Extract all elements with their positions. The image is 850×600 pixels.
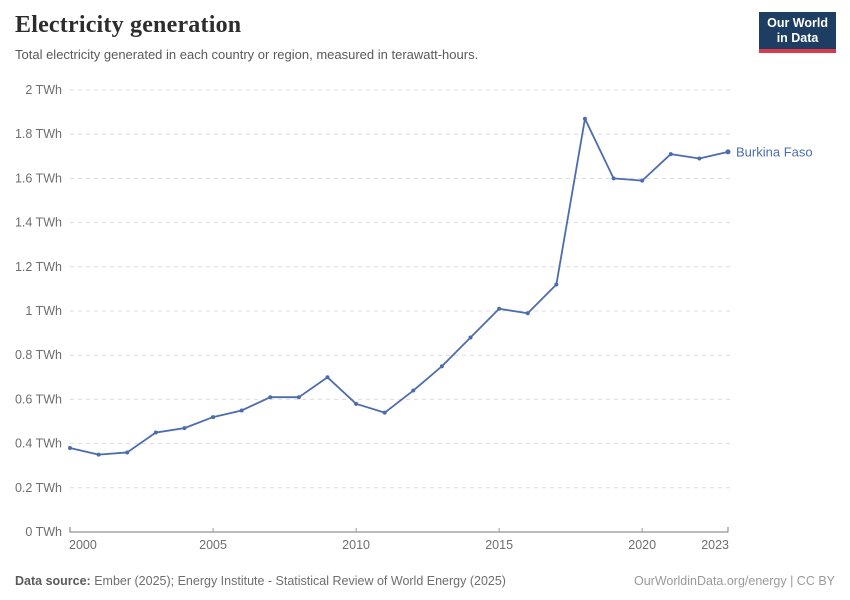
data-point — [153, 430, 158, 435]
data-point — [697, 156, 702, 161]
data-point — [582, 116, 587, 121]
y-axis-tick-label: 0.8 TWh — [15, 348, 62, 362]
y-axis-tick-label: 1 TWh — [25, 304, 62, 318]
logo-line-2: in Data — [776, 31, 819, 45]
chart-header: Electricity generation Total electricity… — [15, 12, 836, 62]
chart-subtitle: Total electricity generated in each coun… — [15, 47, 479, 62]
y-axis-tick-label: 2 TWh — [25, 83, 62, 97]
y-axis-tick-label: 0.2 TWh — [15, 481, 62, 495]
data-point — [125, 450, 130, 455]
data-point — [296, 395, 301, 400]
data-point — [354, 401, 359, 406]
data-point — [382, 410, 387, 415]
data-point — [497, 306, 502, 311]
x-axis-tick-label: 2000 — [69, 538, 97, 552]
data-point — [268, 395, 273, 400]
y-axis-tick-label: 0.6 TWh — [15, 392, 62, 406]
data-point — [468, 335, 473, 340]
page-title: Electricity generation — [15, 12, 242, 38]
y-axis-tick-label: 0.4 TWh — [15, 437, 62, 451]
data-point — [411, 388, 416, 393]
data-point — [668, 152, 673, 157]
data-point — [68, 446, 72, 451]
series-line — [69, 117, 729, 456]
data-point — [211, 415, 216, 420]
data-point — [325, 375, 330, 380]
series-label[interactable]: Burkina Faso — [736, 144, 813, 159]
y-axis-tick-label: 0 TWh — [25, 525, 62, 539]
data-point — [182, 426, 187, 431]
x-axis-tick-label: 2023 — [701, 538, 729, 552]
y-axis-tick-label: 1.2 TWh — [15, 260, 62, 274]
data-point — [725, 149, 731, 155]
x-axis-tick-label: 2010 — [342, 538, 370, 552]
owid-logo[interactable]: Our World in Data — [759, 12, 836, 53]
data-point — [239, 408, 244, 413]
data-point — [525, 311, 530, 316]
header-titles: Electricity generation Total electricity… — [15, 12, 478, 62]
logo-line-1: Our World — [767, 16, 828, 30]
data-point — [554, 282, 559, 287]
data-source-text: Ember (2025); Energy Institute - Statist… — [94, 574, 506, 588]
chart-footer: Data source: Ember (2025); Energy Instit… — [15, 574, 835, 588]
y-axis-tick-label: 1.8 TWh — [15, 127, 62, 141]
data-point — [611, 176, 616, 181]
x-axis-tick-label: 2020 — [628, 538, 656, 552]
y-axis-tick-label: 1.6 TWh — [15, 171, 62, 185]
data-point — [640, 178, 645, 183]
data-point — [439, 364, 444, 369]
x-axis-line — [69, 527, 729, 533]
data-source-label: Data source: — [15, 574, 91, 588]
y-axis-tick-label: 1.4 TWh — [15, 216, 62, 230]
owid-attribution-link[interactable]: OurWorldinData.org/energy | CC BY — [633, 574, 835, 588]
data-source-note: Data source: Ember (2025); Energy Instit… — [15, 574, 506, 588]
x-axis-tick-label: 2005 — [199, 538, 227, 552]
x-axis-tick-label: 2015 — [485, 538, 513, 552]
data-point — [96, 452, 101, 457]
